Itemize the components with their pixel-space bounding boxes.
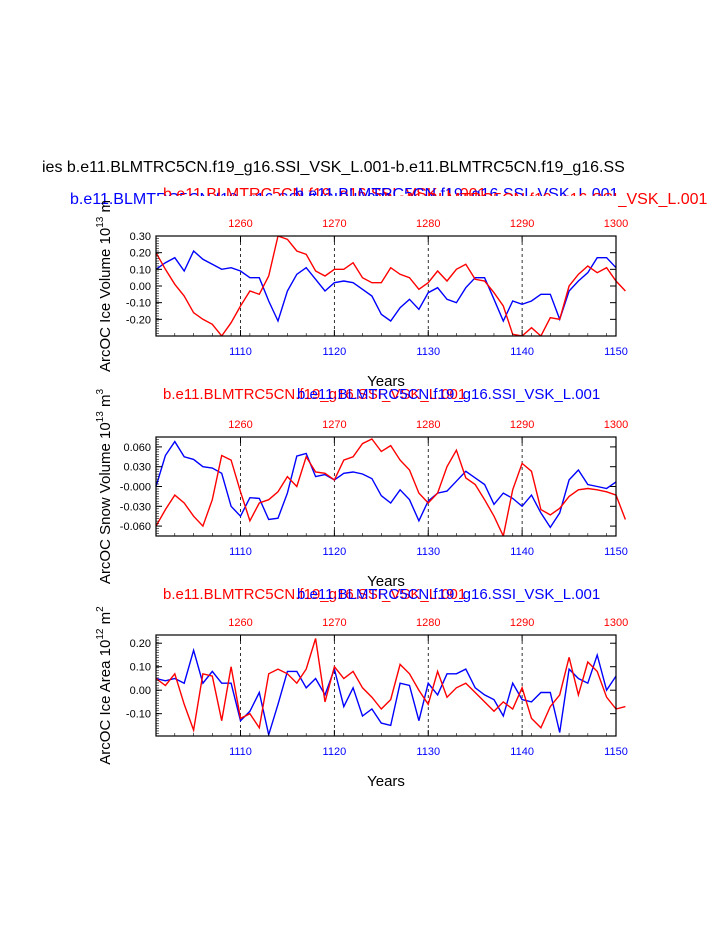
xtick-label-top: 1280 bbox=[416, 419, 440, 431]
y-axis-label: ArcOC Ice Area 1012 m2 bbox=[95, 606, 114, 765]
y-axis-label: ArcOC Snow Volume 1013 m3 bbox=[95, 389, 114, 585]
xtick-label-bottom: 1150 bbox=[604, 346, 628, 358]
xtick-label-top: 1290 bbox=[510, 419, 534, 431]
ytick-label: 0.00 bbox=[130, 281, 151, 293]
ytick-label: 0.20 bbox=[130, 248, 151, 260]
panel-title-blue: b.e11.BLMTRC5CN.f19_g16.SSI_VSK_L.001 bbox=[297, 586, 600, 603]
xtick-label-bottom: 1140 bbox=[510, 546, 534, 558]
panel-1: 0.30 0.20 0.10 0.00 -0.10 -0.20 1110 1120 1130 11… bbox=[95, 196, 628, 390]
ytick-label: -0.000 bbox=[120, 482, 151, 494]
xtick-label-bottom: 1150 bbox=[604, 746, 628, 758]
xtick-label-bottom: 1130 bbox=[416, 346, 440, 358]
x-axis-label: Years bbox=[367, 373, 405, 390]
series-line-red bbox=[155, 235, 626, 338]
xtick-label-top: 1300 bbox=[604, 617, 628, 629]
y-axis-label: ArcOC Ice Volume 1013 m bbox=[95, 200, 114, 372]
panel-title-red: b.e11.BLMTRC5CN.f19_g16.SSI_VSK_L.001 bbox=[163, 386, 466, 403]
x-axis-label: Years bbox=[367, 573, 405, 590]
panel-2: 0.060 0.030 -0.000 -0.030 -0.060 1110 1120 1130… bbox=[95, 386, 628, 590]
xtick-label-top: 1270 bbox=[322, 419, 346, 431]
series-line-red bbox=[155, 438, 627, 539]
mask-top bbox=[154, 397, 618, 437]
ytick-label: 0.30 bbox=[130, 231, 151, 243]
ytick-label: 0.030 bbox=[123, 462, 151, 474]
xtick-label-bottom: 1120 bbox=[323, 746, 347, 758]
ytick-label: -0.030 bbox=[120, 501, 151, 513]
ytick-label: -0.10 bbox=[126, 709, 151, 721]
xtick-label-top: 1300 bbox=[604, 419, 628, 431]
xtick-label-bottom: 1110 bbox=[229, 346, 252, 358]
series-line-red bbox=[155, 638, 626, 733]
xtick-label-bottom: 1110 bbox=[229, 746, 252, 758]
xtick-label-bottom: 1110 bbox=[229, 546, 252, 558]
xtick-label-top: 1290 bbox=[510, 218, 534, 230]
ytick-label: -0.20 bbox=[126, 314, 151, 326]
xtick-label-top: 1260 bbox=[228, 218, 252, 230]
xtick-label-bottom: 1120 bbox=[323, 346, 347, 358]
xtick-label-top: 1300 bbox=[604, 218, 628, 230]
ytick-label: 0.20 bbox=[130, 638, 151, 650]
xtick-label-bottom: 1120 bbox=[323, 546, 347, 558]
xtick-label-top: 1260 bbox=[228, 617, 252, 629]
ytick-label: 0.060 bbox=[123, 442, 151, 454]
xtick-label-bottom: 1150 bbox=[604, 546, 628, 558]
ytick-label: -0.060 bbox=[120, 521, 151, 533]
mask-top bbox=[154, 196, 618, 236]
series-line-blue bbox=[155, 249, 617, 323]
xtick-label-top: 1270 bbox=[322, 218, 346, 230]
xtick-label-top: 1280 bbox=[416, 617, 440, 629]
panel-3: 0.20 0.10 0.00 -0.10 1110 1120 1130 1140 1150 126… bbox=[95, 586, 628, 790]
panel-title-red: b.e11.BLMTRC5CN.f19_g16.SSI_VSK_L.001 bbox=[163, 586, 466, 603]
ytick-label: 0.00 bbox=[130, 685, 151, 697]
xtick-label-top: 1280 bbox=[416, 218, 440, 230]
panel-title-blue: b.e11.BLMTRC5CN.f19_g16.SSI_VSK_L.001 bbox=[297, 386, 600, 403]
xtick-label-top: 1260 bbox=[228, 419, 252, 431]
xtick-label-top: 1290 bbox=[510, 617, 534, 629]
series-line-blue bbox=[155, 440, 617, 529]
mask-bottom bbox=[154, 736, 618, 748]
plot-frame bbox=[155, 634, 617, 737]
main-title: ies b.e11.BLMTRC5CN.f19_g16.SSI_VSK_L.00… bbox=[42, 159, 625, 176]
x-axis-label: Years bbox=[367, 773, 405, 790]
xtick-label-bottom: 1140 bbox=[510, 346, 534, 358]
xtick-label-bottom: 1140 bbox=[510, 746, 534, 758]
ytick-label: 0.10 bbox=[130, 264, 151, 276]
mask-top bbox=[154, 595, 618, 635]
plot-frame bbox=[155, 235, 617, 337]
xtick-label-top: 1270 bbox=[322, 617, 346, 629]
xtick-label-bottom: 1130 bbox=[416, 746, 440, 758]
ytick-label: -0.10 bbox=[126, 298, 151, 310]
mask-bottom bbox=[154, 336, 618, 348]
mask-bottom bbox=[154, 536, 618, 548]
series-line-blue bbox=[155, 647, 617, 738]
ytick-label: 0.10 bbox=[130, 662, 151, 674]
xtick-label-bottom: 1130 bbox=[416, 546, 440, 558]
